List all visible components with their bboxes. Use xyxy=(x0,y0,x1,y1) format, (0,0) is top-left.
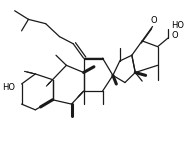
Text: O: O xyxy=(171,31,178,40)
Text: O: O xyxy=(151,16,158,25)
Text: HO: HO xyxy=(171,21,185,30)
Text: HO: HO xyxy=(3,83,15,92)
